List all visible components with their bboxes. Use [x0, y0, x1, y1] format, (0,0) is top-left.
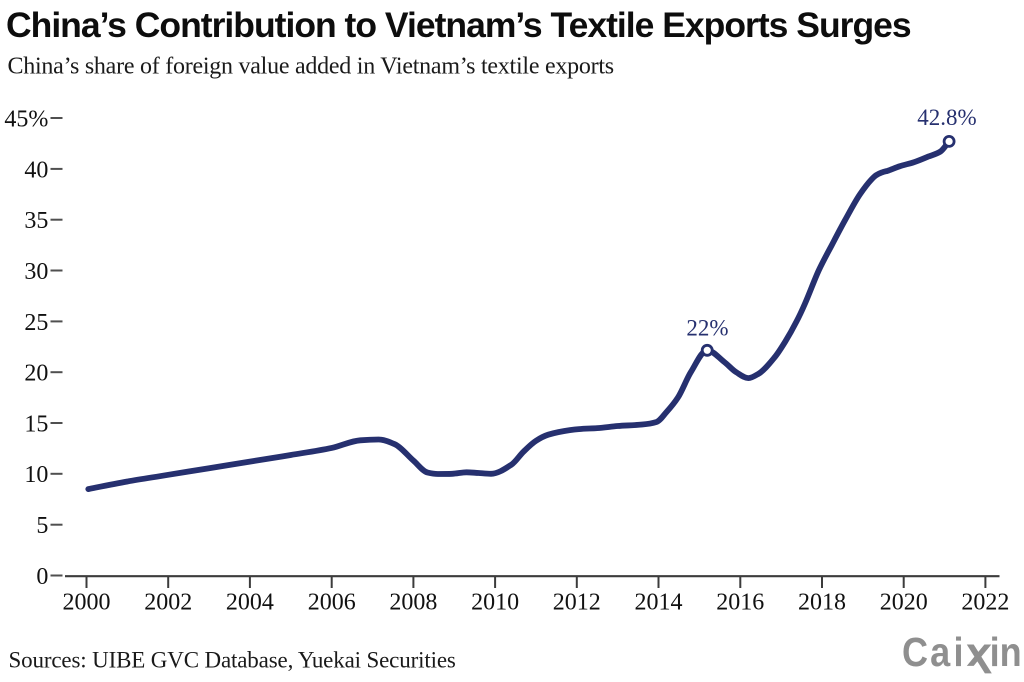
svg-text:2004: 2004: [226, 590, 274, 616]
svg-text:22%: 22%: [686, 316, 728, 341]
svg-text:5: 5: [36, 513, 48, 539]
svg-text:45%: 45%: [4, 106, 48, 132]
svg-text:35: 35: [24, 208, 48, 234]
svg-text:2022: 2022: [961, 590, 1009, 616]
svg-text:2020: 2020: [880, 590, 928, 616]
svg-text:2014: 2014: [635, 590, 683, 616]
svg-text:Cai: Cai: [902, 630, 964, 676]
svg-text:China’s Contribution to Vietna: China’s Contribution to Vietnam’s Textil…: [6, 5, 911, 45]
svg-text:2000: 2000: [63, 590, 111, 616]
svg-text:in: in: [990, 630, 1022, 676]
svg-text:30: 30: [24, 259, 48, 285]
svg-text:10: 10: [24, 462, 48, 488]
svg-text:2002: 2002: [144, 590, 192, 616]
svg-text:40: 40: [24, 157, 48, 183]
svg-text:15: 15: [24, 411, 48, 437]
svg-text:2008: 2008: [389, 590, 437, 616]
svg-text:2010: 2010: [471, 590, 519, 616]
svg-text:China’s share of foreign value: China’s share of foreign value added in …: [8, 54, 614, 80]
svg-text:25: 25: [24, 310, 48, 336]
svg-text:2016: 2016: [716, 590, 764, 616]
svg-text:0: 0: [36, 564, 48, 590]
svg-text:42.8%: 42.8%: [917, 105, 976, 130]
svg-text:20: 20: [24, 361, 48, 387]
svg-text:2006: 2006: [308, 590, 356, 616]
svg-text:2018: 2018: [798, 590, 846, 616]
svg-text:2012: 2012: [553, 590, 601, 616]
svg-text:Sources: UIBE GVC Database, Yu: Sources: UIBE GVC Database, Yuekai Secur…: [9, 648, 456, 673]
